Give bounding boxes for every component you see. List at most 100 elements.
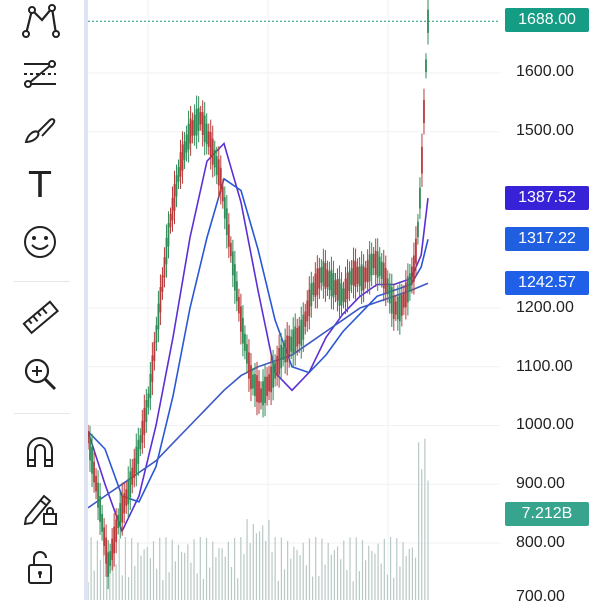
- y-tick-label: 1200.00: [516, 299, 574, 316]
- volume-bar: [118, 538, 120, 600]
- pattern-tool-button[interactable]: [12, 0, 68, 44]
- volume-bar: [140, 555, 142, 600]
- brush-tool-button[interactable]: [12, 108, 68, 152]
- price-candle: [312, 282, 315, 296]
- volume-bar: [411, 547, 414, 600]
- measure-tool-button[interactable]: [12, 296, 68, 340]
- fib-tool-button[interactable]: [12, 52, 68, 96]
- price-candle: [159, 287, 162, 313]
- volume-bar: [265, 540, 267, 600]
- price-candle: [364, 267, 367, 282]
- ma-badge-3: 1242.57: [505, 271, 589, 295]
- price-candle: [123, 493, 126, 514]
- volume-bar: [324, 564, 326, 600]
- price-candle: [294, 326, 297, 353]
- volume-bar: [414, 557, 417, 600]
- volume-bar: [349, 537, 351, 600]
- price-candle: [181, 144, 184, 171]
- price-candle: [145, 399, 148, 422]
- price-candle: [288, 335, 291, 358]
- volume-bar: [318, 575, 320, 600]
- price-candle: [203, 115, 206, 143]
- price-candle: [155, 325, 158, 343]
- price-candle: [151, 355, 154, 382]
- price-candle: [137, 439, 140, 464]
- price-candle: [248, 352, 250, 379]
- price-candle: [161, 275, 164, 292]
- volume-bar: [308, 538, 311, 600]
- price-candle: [334, 280, 337, 295]
- price-candle: [304, 311, 307, 327]
- price-candle: [242, 317, 244, 344]
- volume-bar: [168, 572, 170, 600]
- price-candle: [423, 100, 425, 124]
- volume-bar: [258, 531, 261, 600]
- volume-bar: [112, 543, 114, 600]
- price-candle: [298, 325, 301, 344]
- volume-bar: [187, 544, 189, 600]
- price-candle: [368, 254, 371, 282]
- y-tick-label: 1000.00: [516, 416, 574, 433]
- volume-bar: [262, 525, 264, 600]
- price-candle: [376, 251, 379, 278]
- price-candle: [344, 278, 347, 303]
- price-candle: [139, 435, 142, 450]
- volume-bar: [134, 565, 136, 600]
- volume-bar: [427, 480, 429, 600]
- volume-bar: [377, 543, 379, 600]
- price-candle: [121, 495, 124, 523]
- moving-averages: [88, 141, 429, 534]
- y-tick-label: 1600.00: [516, 63, 574, 80]
- price-candle: [378, 256, 381, 276]
- volume-bar: [184, 552, 186, 600]
- volume-bar: [321, 538, 323, 600]
- price-candle: [404, 282, 407, 308]
- volume-bar: [106, 550, 108, 600]
- volume-bar: [305, 565, 307, 600]
- price-chart[interactable]: [88, 0, 500, 600]
- price-candle: [195, 108, 198, 136]
- volume-bar: [336, 546, 339, 600]
- price-candle: [189, 118, 192, 144]
- price-candle: [356, 266, 359, 284]
- volume-bar: [156, 568, 158, 600]
- price-axis[interactable]: 1600.00 1500.00 1200.00 1100.00 1000.00 …: [500, 0, 600, 605]
- price-candle: [250, 365, 252, 390]
- volume-bar: [115, 564, 117, 600]
- lock-drawings-button[interactable]: [12, 486, 68, 530]
- price-candle: [185, 134, 188, 153]
- price-candle: [95, 475, 97, 492]
- price-candle: [310, 283, 313, 307]
- price-candle: [89, 437, 91, 461]
- price-candle: [392, 295, 395, 320]
- price-candle: [330, 269, 333, 297]
- price-candle: [270, 366, 272, 393]
- price-candle: [209, 132, 212, 158]
- price-candle: [394, 301, 397, 315]
- price-candle: [398, 294, 401, 322]
- emoji-tool-button[interactable]: [12, 220, 68, 264]
- price-candle: [99, 495, 101, 522]
- volume-bar: [240, 537, 242, 600]
- price-candle: [135, 446, 138, 474]
- price-candle: [103, 527, 105, 547]
- volume-bar: [209, 567, 211, 600]
- ruler-icon: [22, 300, 60, 335]
- price-candle: [370, 253, 373, 276]
- volume-bar: [418, 442, 420, 600]
- price-candle: [254, 374, 256, 397]
- price-candle: [328, 271, 331, 290]
- price-candle: [366, 260, 369, 283]
- price-candle: [167, 223, 170, 247]
- zoom-tool-button[interactable]: [12, 352, 68, 396]
- price-candle: [350, 268, 353, 285]
- price-candle: [125, 489, 128, 506]
- volume-bar: [149, 558, 151, 600]
- text-tool-button[interactable]: T: [12, 164, 68, 208]
- unlock-button[interactable]: [12, 545, 68, 589]
- magnet-tool-button[interactable]: [12, 430, 68, 474]
- price-candle: [324, 263, 327, 289]
- volume-bar: [237, 578, 239, 600]
- volume-bar: [274, 537, 276, 600]
- toolbar-divider: [14, 413, 70, 414]
